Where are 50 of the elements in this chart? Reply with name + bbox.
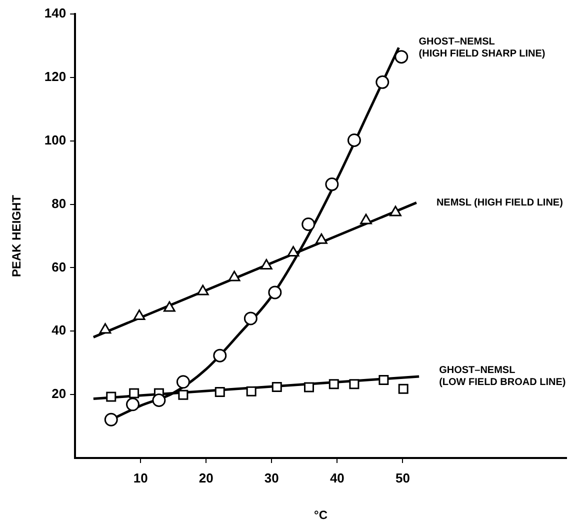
point (347, 133, 361, 147)
text: GHOST–NEMSL (HIGH FIELD SHARP LINE) (418, 36, 546, 60)
point (106, 392, 116, 402)
y-tick-label: 20 (52, 386, 66, 402)
point (378, 374, 389, 385)
point (325, 178, 339, 192)
x-tick-label: 50 (395, 470, 410, 486)
point (213, 348, 227, 362)
text: GHOST–NEMSL (LOW FIELD BROAD LINE) (439, 365, 566, 388)
y-axis-title: PEAK HEIGHT (10, 194, 24, 278)
y-tick-label: 60 (52, 259, 66, 274)
y-tick-label: 40 (52, 322, 66, 338)
x-tick-label: 30 (264, 470, 279, 486)
x-tick-label: 20 (198, 470, 214, 486)
point (260, 259, 272, 270)
y-tick-label: 120 (44, 69, 66, 84)
point (126, 398, 140, 412)
point (176, 375, 190, 389)
point (394, 50, 408, 64)
x-axis-title: °C (314, 508, 328, 522)
point (246, 386, 256, 396)
point (268, 286, 282, 300)
point (328, 379, 339, 390)
point (287, 246, 300, 257)
x-tick-label: 10 (133, 470, 148, 486)
point (129, 388, 140, 398)
y-tick-label: 100 (44, 132, 66, 148)
text: NEMSL (HIGH FIELD LINE) (436, 197, 563, 208)
point (302, 218, 316, 232)
point (360, 214, 372, 224)
point (104, 412, 118, 426)
point (196, 284, 209, 296)
point (163, 301, 176, 312)
point (272, 382, 282, 392)
y-tick-label: 140 (44, 6, 66, 21)
x-tick-label: 40 (330, 470, 344, 486)
point (316, 233, 328, 244)
point (376, 75, 390, 89)
point (390, 206, 402, 216)
point (152, 394, 166, 408)
point (244, 312, 258, 326)
point (349, 379, 360, 390)
point (133, 309, 146, 320)
point (398, 384, 408, 394)
point (304, 382, 314, 392)
point (214, 387, 225, 398)
y-tick-label: 80 (52, 196, 66, 211)
point (178, 390, 188, 400)
point (228, 270, 240, 282)
point (99, 323, 112, 334)
